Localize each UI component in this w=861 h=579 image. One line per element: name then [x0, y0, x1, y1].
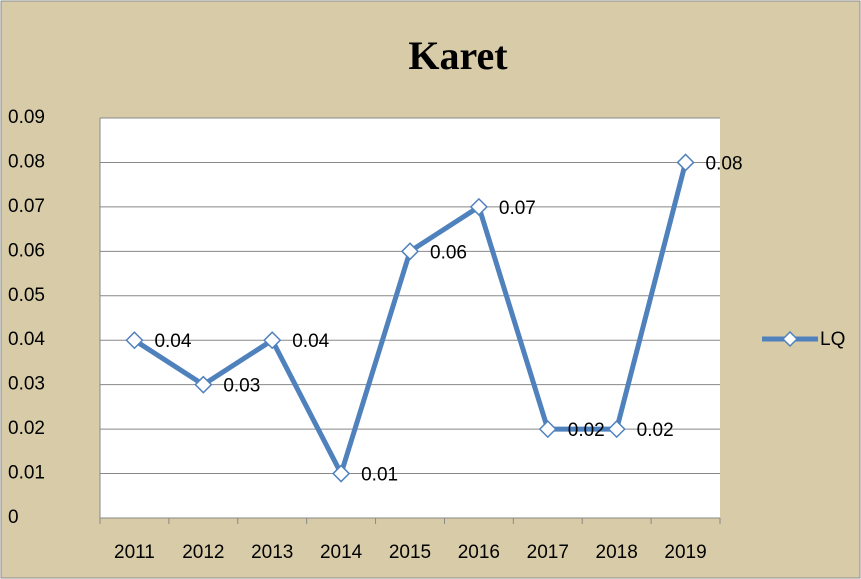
y-tick-label: 0.03	[8, 374, 45, 395]
data-label: 0.08	[706, 153, 743, 174]
y-tick-label: 0.08	[8, 151, 45, 172]
point-marker	[263, 331, 282, 350]
data-label: 0.04	[154, 331, 191, 352]
plot-area	[100, 118, 720, 518]
x-tick-label: 2015	[389, 542, 431, 563]
chart-title: Karet	[408, 33, 508, 78]
legend-marker	[781, 330, 799, 348]
y-tick-label: 0	[8, 507, 19, 528]
point-marker	[194, 375, 213, 394]
point-marker	[400, 242, 420, 261]
y-tick-label: 0.04	[8, 329, 45, 350]
y-tick-label: 0.05	[8, 285, 45, 306]
x-tick-label: 2014	[320, 542, 363, 563]
y-tick-label: 0.01	[8, 463, 45, 484]
y-tick-label: 0.09	[8, 107, 45, 128]
x-tick-label: 2016	[458, 542, 500, 563]
point-marker	[332, 464, 351, 483]
y-tick-label: 0.02	[8, 418, 45, 439]
x-tick-label: 2017	[527, 542, 569, 563]
legend-label: LQ	[820, 329, 845, 350]
point-marker	[607, 420, 626, 439]
point-marker	[469, 197, 488, 216]
data-label: 0.03	[223, 376, 260, 397]
data-label: 0.02	[568, 420, 605, 441]
data-label: 0.04	[292, 331, 329, 352]
x-tick-label: 2011	[114, 542, 155, 563]
data-label: 0.07	[499, 198, 536, 219]
point-marker	[676, 153, 695, 172]
x-tick-label: 2018	[596, 542, 638, 563]
x-tick-label: 2013	[251, 542, 293, 563]
point-marker	[538, 420, 557, 439]
point-marker	[125, 331, 144, 350]
y-tick-label: 0.07	[8, 196, 45, 217]
x-tick-label: 2019	[664, 542, 706, 563]
data-label: 0.01	[361, 465, 398, 486]
data-label: 0.02	[637, 420, 674, 441]
data-label: 0.06	[430, 242, 467, 263]
x-tick-label: 2012	[182, 542, 224, 563]
y-tick-label: 0.06	[8, 240, 45, 261]
